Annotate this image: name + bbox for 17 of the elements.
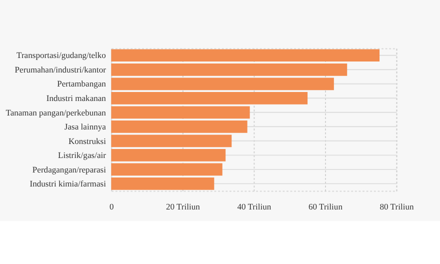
y-tick-label: Industri kimia/farmasi [30,178,107,189]
x-tick-label: 40 Triliun [237,201,272,212]
y-tick-label: Listrik/gas/air [58,150,106,160]
bar [111,49,380,62]
bar [111,178,214,190]
y-tick-label: Konstruksi [68,136,107,146]
y-tick-label: Jasa lainnya [64,122,106,132]
y-tick-label: Transportasi/gudang/telko [16,50,106,60]
y-tick-label: Tanaman pangan/perkebunan [6,107,107,118]
y-tick-label: Pertambangan [57,78,107,89]
y-tick-label: Perdagangan/reparasi [32,164,107,174]
y-tick-label: Perumahan/industri/kantor [14,64,106,74]
x-tick-label: 60 Triliun [308,201,344,212]
y-tick-label: Industri makanan [46,92,107,103]
x-tick-label: 20 Triliun [166,201,201,212]
x-tick-label: 0 [110,201,114,212]
x-tick-label: 80 Triliun [380,201,414,212]
